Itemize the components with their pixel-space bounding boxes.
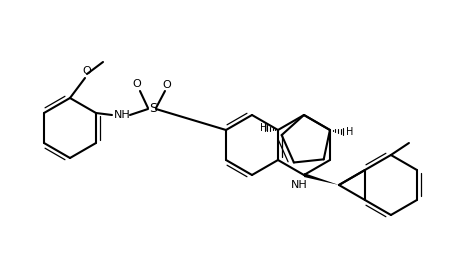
- Polygon shape: [303, 173, 338, 185]
- Text: O: O: [82, 66, 91, 76]
- Text: O: O: [162, 80, 171, 90]
- Text: H: H: [345, 127, 353, 137]
- Text: NH: NH: [290, 180, 307, 190]
- Text: H: H: [260, 123, 267, 133]
- Text: O: O: [132, 79, 141, 89]
- Text: NH: NH: [113, 110, 130, 120]
- Text: S: S: [149, 103, 157, 116]
